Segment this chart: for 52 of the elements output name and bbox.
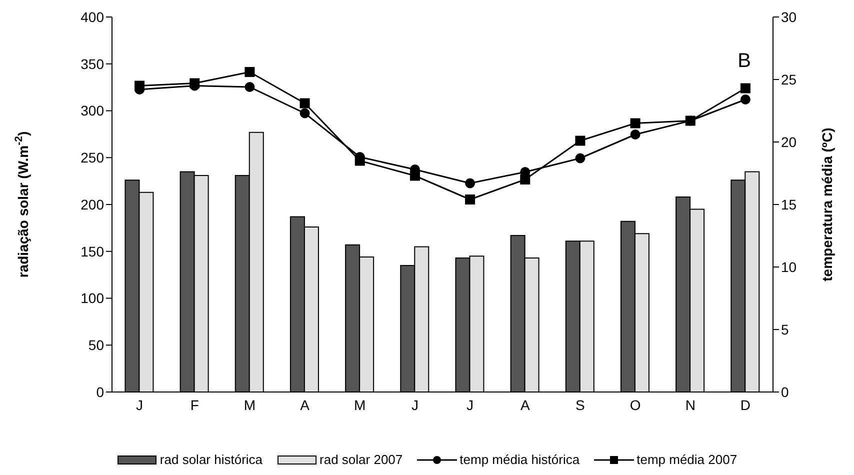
y-tick-label: 400 [80, 8, 104, 25]
y-tick-label: 150 [80, 243, 104, 260]
y2-tick-label: 5 [781, 321, 789, 338]
point [740, 94, 750, 104]
legend-label: rad solar 2007 [320, 452, 403, 467]
legend-label: rad solar histórica [160, 452, 263, 467]
y-tick-label: 350 [80, 56, 104, 72]
x-tick-label: O [630, 396, 641, 413]
x-tick-label: N [685, 396, 696, 413]
point [575, 136, 586, 146]
y2-axis-title: temperatura média (ºC) [819, 128, 835, 282]
point [520, 174, 530, 184]
y-tick-label: 0 [96, 384, 104, 400]
point [190, 78, 200, 88]
point [410, 170, 420, 181]
x-tick-label: M [354, 396, 366, 413]
y-tick-label: 200 [80, 196, 104, 212]
point [685, 116, 696, 126]
y2-tick-label: 25 [781, 71, 797, 88]
y2-tick-label: 30 [781, 8, 797, 25]
x-tick-label: A [520, 396, 530, 413]
point [465, 194, 476, 204]
point [300, 108, 310, 118]
y2-tick-label: 0 [781, 384, 789, 400]
x-tick-label: J [411, 396, 418, 413]
point [630, 118, 640, 128]
y-tick-label: 300 [80, 102, 104, 119]
point [354, 156, 365, 166]
point [465, 178, 476, 188]
x-tick-label: J [466, 396, 474, 413]
point [630, 130, 640, 140]
x-tick-label: A [300, 396, 310, 413]
x-tick-label: F [190, 396, 199, 413]
point [134, 80, 145, 91]
x-tick-label: M [244, 396, 256, 413]
y-tick-label: 100 [80, 290, 104, 306]
point [740, 83, 750, 94]
annotation: B [738, 50, 751, 73]
y2-tick-label: 10 [781, 258, 797, 275]
x-tick-label: J [136, 396, 144, 413]
point [575, 153, 586, 164]
point [244, 67, 255, 77]
y-tick-label: 250 [80, 150, 104, 166]
legend-label: temp média 2007 [636, 452, 738, 467]
y2-tick-label: 20 [781, 134, 797, 150]
x-tick-label: S [576, 396, 585, 413]
y-tick-label: 50 [88, 337, 104, 354]
legend-label: temp média histórica [460, 452, 580, 467]
x-tick-label: D [740, 396, 751, 413]
point [300, 98, 310, 108]
point [244, 82, 255, 92]
y2-tick-label: 15 [781, 196, 797, 212]
